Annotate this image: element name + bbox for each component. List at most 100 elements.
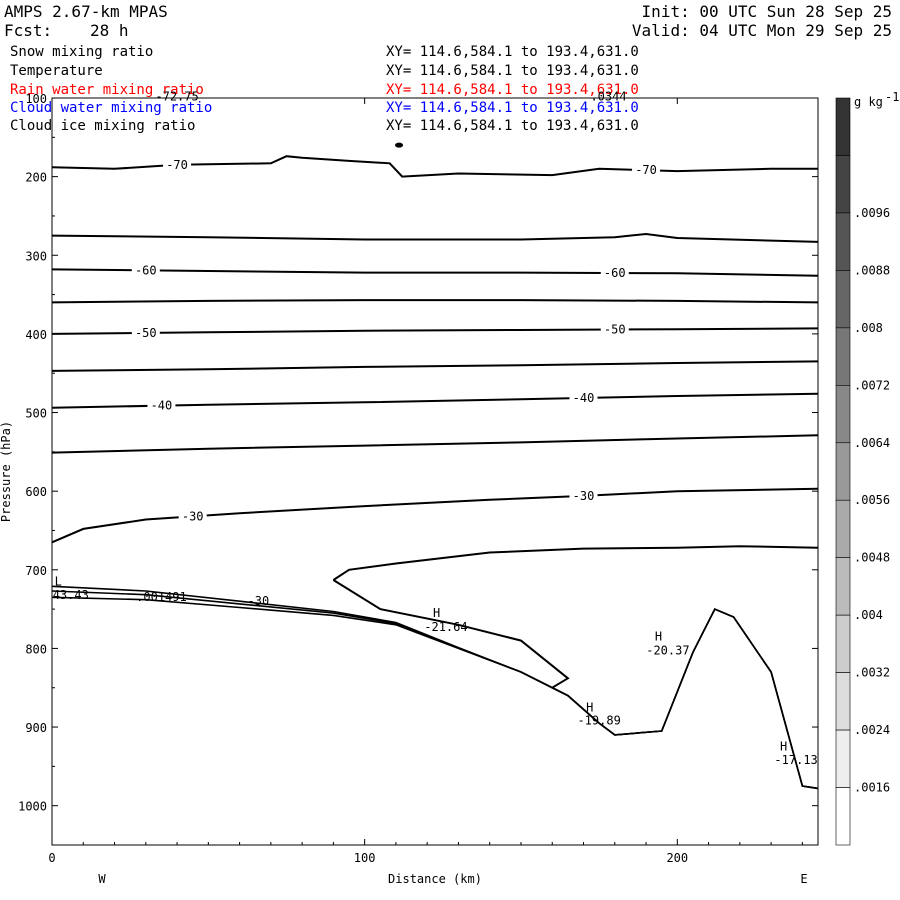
y-tick-label-600: 600 [25,485,47,499]
colorbar-swatch-2 [835,212,851,271]
contour-label--30-0: -30 [182,509,204,523]
contour-label--40-0: -40 [151,399,173,413]
contour-label--50-1: -50 [604,322,626,336]
colorbar-swatch-0 [835,97,851,156]
field-xy-rain: XY= 114.6,584.1 to 193.4,631.0 [386,82,639,98]
colorbar-tick-4: .0064 [854,436,890,450]
y-tick-label-300: 300 [25,249,47,263]
contour-label--70-0: -70 [166,158,188,172]
annotation-4: H [655,630,662,644]
colorbar-tick-2: .008 [854,321,883,335]
y-tick-label-100: 100 [25,92,47,106]
x-tick-label-200: 200 [666,851,688,865]
colorbar-tick-0: .0096 [854,206,890,220]
colorbar-swatch-6 [835,442,851,501]
annotation-7: -17.13 [774,753,817,767]
annotation-10: .001491 [136,590,187,604]
field-xy-cloud-water: XY= 114.6,584.1 to 193.4,631.0 [386,100,639,116]
surface-line-2 [51,585,819,790]
x-axis-label: Distance (km) [388,872,482,886]
colorbar-tick-10: .0016 [854,781,890,795]
contour-line-8 [51,487,819,544]
y-tick-label-1000: 1000 [18,800,47,814]
colorbar-swatch-1 [835,155,851,214]
colorbar-swatch-7 [835,499,851,558]
west-label: W [98,872,106,886]
colorbar-swatch-9 [835,614,851,673]
field-name-rain: Rain water mixing ratio [10,82,204,98]
y-tick-label-400: 400 [25,328,47,342]
ice-blob [395,142,404,148]
colorbar-tick-3: .0072 [854,378,890,392]
contour-label--40-1: -40 [573,391,595,405]
annotation-9: 43.43 [53,588,89,602]
y-tick-label-200: 200 [25,171,47,185]
annotation-6: H [780,740,787,754]
x-tick-label-0: 0 [48,851,55,865]
field-xy-temperature: XY= 114.6,584.1 to 193.4,631.0 [386,63,639,79]
colorbar-swatch-3 [835,270,851,329]
contour-line-1 [51,232,819,243]
contour-line-5 [51,360,819,372]
contour-line-10 [332,579,570,689]
colorbar-tick-5: .0056 [854,493,890,507]
annotation-11: -72.75 [155,89,198,103]
y-tick-label-900: 900 [25,721,47,735]
contour-label-bg--60-0 [131,262,160,278]
colorbar-tick-9: .0024 [854,723,890,737]
contour-label--60-1: -60 [604,266,626,280]
contour-label--60-0: -60 [135,263,157,277]
field-name-snow: Snow mixing ratio [10,44,154,60]
field-name-cloud-water: Cloud water mixing ratio [10,100,213,116]
colorbar-unit-sup: -1 [885,90,899,104]
contour-label-bg--70-1 [632,162,661,178]
annotation-1: -21.64 [424,620,467,634]
field-xy-cloud-ice: XY= 114.6,584.1 to 193.4,631.0 [386,118,639,134]
colorbar-swatch-8 [835,557,851,616]
init-time: Init: 00 UTC Sun 28 Sep 25 [641,2,892,21]
colorbar-tick-1: .0088 [854,263,890,277]
contour-label-bg--50-1 [600,321,629,337]
contour-label-bg--30-1 [569,487,598,503]
y-axis-label: Pressure (hPa) [0,421,13,522]
contour-label--50-0: -50 [135,326,157,340]
contour-line-7 [51,434,819,454]
contour-line-3 [51,299,819,304]
fcst-value: 28 h [90,21,129,40]
x-tick-label-100: 100 [354,851,376,865]
contour-label--70-1: -70 [635,163,657,177]
annotation-12: .0344 [590,89,626,103]
east-label: E [800,872,807,886]
annotation-2: H [586,700,593,714]
field-name-cloud-ice: Cloud ice mixing ratio [10,118,196,134]
field-name-temperature: Temperature [10,63,103,79]
contour-label-bg--40-1 [569,389,598,405]
colorbar-tick-7: .004 [854,608,883,622]
colorbar-unit: g kg [854,95,883,109]
colorbar-swatch-4 [835,327,851,386]
contour-label-bg--40-0 [147,397,176,413]
contour-label-bg--50-0 [131,324,160,340]
colorbar-tick-8: .0032 [854,666,890,680]
valid-time: Valid: 04 UTC Mon 29 Sep 25 [631,21,892,40]
contour-line-6 [51,392,819,409]
plot-frame [51,97,819,846]
contour-line-9 [332,545,819,581]
colorbar-swatch-11 [835,729,851,788]
contour-label-bg--30-0 [178,508,207,524]
colorbar-swatch-10 [835,672,851,731]
y-tick-label-500: 500 [25,407,47,421]
fcst-label: Fcst: [4,21,53,40]
title: AMPS 2.67-km MPAS [4,2,168,21]
contour-line-2 [51,268,819,277]
contour-label-bg--60-1 [600,265,629,281]
colorbar-swatch-5 [835,385,851,444]
y-tick-label-700: 700 [25,564,47,578]
contour-label-surface-30: -30 [248,594,270,608]
annotation-0: H [433,606,440,620]
contour-label-bg--70-0 [163,156,192,172]
y-tick-label-800: 800 [25,642,47,656]
annotation-5: -20.37 [646,644,689,658]
contour-line-4 [51,327,819,335]
